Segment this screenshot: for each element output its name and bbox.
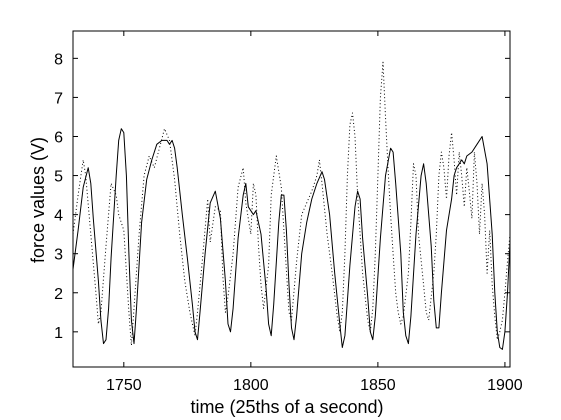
x-tick-label: 1900	[487, 377, 523, 394]
x-axis-label: time (25ths of a second)	[190, 397, 383, 417]
y-tick-label: 2	[54, 286, 63, 303]
y-tick-label: 5	[54, 169, 63, 186]
y-axis-label: force values (V)	[28, 137, 48, 263]
y-tick-label: 3	[54, 247, 63, 264]
y-tick-label: 8	[54, 51, 63, 68]
y-tick-label: 7	[54, 90, 63, 107]
series-layer	[72, 61, 511, 350]
y-tick-label: 4	[54, 208, 63, 225]
x-tick-label: 1750	[106, 377, 142, 394]
x-tick-label: 1850	[360, 377, 396, 394]
plot-area	[72, 30, 511, 368]
x-tick-label: 1800	[233, 377, 269, 394]
y-axis: 1 2 3 4 5 6 7 8	[54, 51, 510, 342]
series-solid-line	[72, 128, 511, 350]
x-axis: 1750 1800 1850 1900	[106, 31, 523, 394]
y-tick-label: 6	[54, 129, 63, 146]
y-tick-label: 1	[54, 325, 63, 342]
